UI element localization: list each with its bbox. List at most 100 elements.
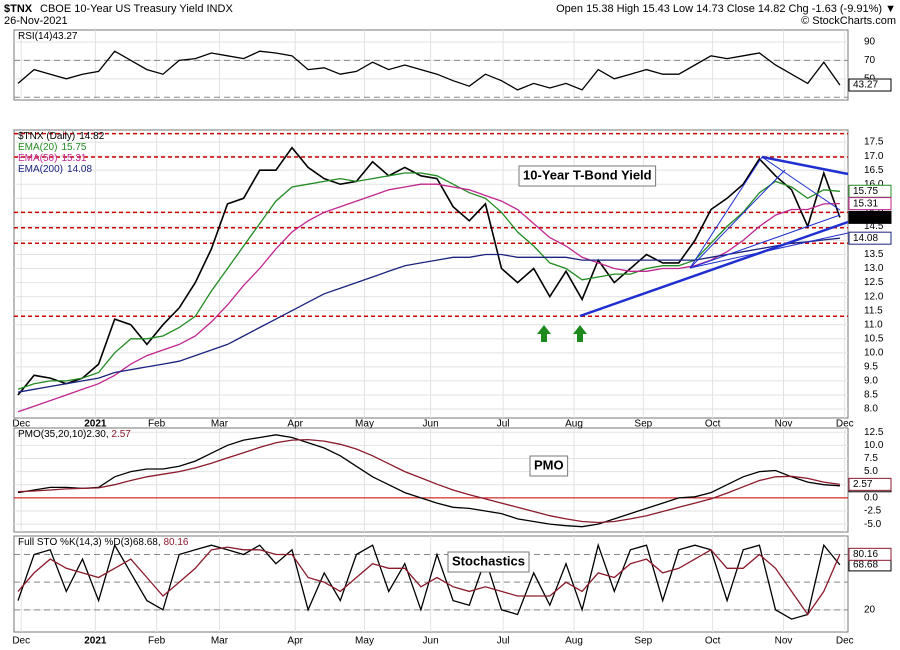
y-tick-label: -5.0 [864, 519, 882, 530]
x-tick-label: Sep [634, 419, 652, 430]
annotation: Stochastics [452, 553, 525, 568]
trendline [761, 156, 841, 211]
quote: Open 15.38 High 15.43 Low 14.73 Close 14… [556, 3, 896, 15]
legend-name: EMA(20) [18, 142, 57, 153]
x-tick-label: Jun [423, 636, 439, 647]
x-tick-label: Feb [148, 636, 166, 647]
legend-value: 2.30 [86, 429, 106, 440]
y-tick-label: 12.5 [864, 427, 884, 438]
x-tick-label: Jun [423, 419, 439, 430]
x-tick-label: Jul [497, 419, 510, 430]
x-tick-label: Dec [836, 636, 854, 647]
y-tick-label: 10.5 [864, 333, 884, 344]
legend-title: PMO(35,20,10) [18, 429, 86, 440]
series-line [17, 434, 840, 528]
series-line [17, 146, 841, 396]
legend-value: 15.75 [61, 142, 86, 153]
x-tick-label: Mar [211, 636, 229, 647]
series-line [17, 438, 840, 524]
value-tag-label: 14.82 [853, 212, 878, 223]
value-tag [848, 477, 892, 491]
x-tick-label: Dec [836, 419, 854, 430]
legend-entry: $TNX (Daily) 14.82 [18, 131, 105, 142]
series-line [17, 237, 840, 393]
x-tick-label: Apr [287, 636, 303, 647]
series-line [17, 546, 841, 616]
x-tick-label: May [355, 419, 374, 430]
legend-name: EMA(50) [18, 153, 57, 164]
legend-value: 80.16 [163, 537, 188, 548]
trendline [689, 169, 786, 269]
value-tag-label: 15.75 [853, 186, 878, 197]
legend: RSI(14)43.27 [18, 31, 78, 42]
value-tag-label: 2.57 [853, 479, 873, 490]
value-tag-label: 15.31 [853, 198, 878, 209]
legend-value: 43.27 [52, 31, 77, 42]
series-line [17, 172, 840, 390]
x-tick-label: Sep [634, 636, 652, 647]
x-tick-label: Dec [12, 636, 30, 647]
y-tick-label: 12.0 [864, 291, 884, 302]
legend: Full STO %K(14,3) %D(3)68.68, 80.16 [18, 537, 189, 548]
y-tick-label: 0.0 [864, 492, 878, 503]
legend-value: 14.82 [79, 131, 104, 142]
y-tick-label: 12.5 [864, 277, 884, 288]
y-tick-label: 13.5 [864, 249, 884, 260]
y-tick-label: 10.0 [864, 347, 884, 358]
x-tick-label: 2021 [84, 636, 107, 647]
y-tick-label: 11.5 [864, 305, 883, 316]
x-tick-label: Oct [705, 636, 721, 647]
legend-sep: , [158, 537, 164, 548]
legend-sep: , [106, 429, 112, 440]
trendline [689, 156, 763, 269]
trendlines [537, 155, 849, 342]
copyright: © StockCharts.com [801, 15, 896, 27]
legend-name: $TNX (Daily) [18, 131, 75, 142]
legend-entry: EMA(20) 15.75 [18, 142, 87, 153]
trendline [579, 220, 849, 318]
y-tick-label: 16.5 [864, 165, 884, 176]
x-tick-label: Nov [775, 636, 793, 647]
x-tick-label: Nov [775, 419, 793, 430]
symbol: $TNX [4, 3, 33, 15]
y-tick-label: 9.5 [864, 362, 878, 373]
legend-name: EMA(200) [18, 164, 63, 175]
legend-title: Full STO %K(14,3) %D(3) [18, 537, 133, 548]
y-tick-label: 5.0 [864, 466, 878, 477]
arrow [573, 325, 587, 342]
y-tick-label: 9.0 [864, 376, 878, 387]
annotation: 10-Year T-Bond Yield [523, 167, 652, 182]
y-tick-label: 11.0 [864, 319, 883, 330]
value-tag-label: 14.08 [853, 233, 878, 244]
legend-value: 14.08 [67, 164, 92, 175]
y-tick-label: -2.5 [864, 506, 882, 517]
y-tick-label: 8.0 [864, 404, 878, 415]
y-tick-label: 7.5 [864, 453, 878, 464]
value-tag [848, 78, 892, 92]
x-tick-label: 2021 [84, 419, 107, 430]
trendline [689, 214, 841, 269]
date: 26-Nov-2021 [4, 15, 68, 27]
trendline [689, 232, 849, 269]
x-tick-label: Mar [211, 419, 229, 430]
y-tick-label: 8.5 [864, 390, 878, 401]
annotation-box [529, 455, 569, 477]
legend-entry: EMA(50) 15.31 [18, 153, 87, 164]
legend-value: 2.57 [111, 429, 131, 440]
panels: 907050RSI(14)43.2743.278.08.59.09.510.01… [12, 29, 892, 647]
x-tick-label: Aug [565, 636, 583, 647]
value-tag-label: 80.16 [853, 549, 878, 560]
legend-entry: EMA(200) 14.08 [18, 164, 92, 175]
annotation-box [518, 165, 657, 187]
y-tick-label: 17.0 [864, 151, 884, 162]
y-tick-label: 90 [864, 37, 876, 48]
value-tag [848, 210, 892, 224]
x-tick-label: Dec [12, 419, 30, 430]
legend-title: RSI(14) [18, 31, 52, 42]
annotation-box [447, 551, 530, 573]
y-tick-label: 17.5 [864, 137, 884, 148]
x-tick-label: Aug [565, 419, 583, 430]
annotation: PMO [534, 457, 564, 472]
arrow [537, 325, 551, 342]
